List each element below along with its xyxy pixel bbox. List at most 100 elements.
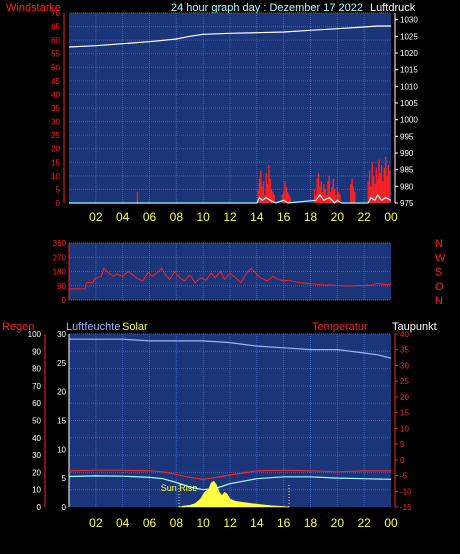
luftfeuchte-tick-label: 0 — [62, 503, 67, 512]
windstaerke-tick-label: 55 — [51, 50, 60, 59]
top-x-tick-label: 00 — [384, 210, 398, 224]
windstaerke-tick-label: 15 — [51, 158, 60, 167]
luftfeuchte-tick-label: 25 — [57, 359, 66, 368]
temperatur-tick-label: -10 — [400, 487, 412, 496]
top-x-tick-label: 08 — [170, 210, 184, 224]
top-x-tick-label: 06 — [143, 210, 157, 224]
wind-direction-tick-label: 180 — [53, 268, 67, 277]
bottom-x-tick-label: 00 — [384, 516, 398, 530]
compass-label: N — [435, 238, 443, 250]
luftdruck-tick-label: 995 — [400, 132, 414, 141]
regen-tick-label: 70 — [32, 382, 41, 391]
windstaerke-tick-label: 40 — [51, 90, 60, 99]
luftdruck-tick-label: 1005 — [400, 99, 418, 108]
temperatur-tick-label: 40 — [400, 330, 409, 339]
regen-tick-label: 20 — [32, 468, 41, 477]
luftdruck-tick-label: 975 — [400, 199, 414, 208]
wind-direction-tick-label: 0 — [62, 296, 67, 305]
windstaerke-tick-label: 70 — [51, 9, 60, 18]
luftfeuchte-tick-label: 30 — [57, 330, 66, 339]
taupunkt-label: Taupunkt — [392, 321, 437, 333]
luftdruck-label: Luftdruck — [370, 2, 416, 14]
windstaerke-tick-label: 35 — [51, 104, 60, 113]
luftfeuchte-line — [69, 338, 392, 359]
temperatur-tick-label: 5 — [400, 440, 405, 449]
luftdruck-tick-label: 1030 — [400, 16, 418, 25]
temperatur-tick-label: 15 — [400, 409, 409, 418]
bottom-x-tick-label: 10 — [196, 516, 210, 530]
temperatur-tick-label: 35 — [400, 346, 409, 355]
top-x-tick-label: 10 — [196, 210, 210, 224]
luftdruck-tick-label: 1010 — [400, 82, 418, 91]
compass-label: S — [435, 267, 442, 279]
temperatur-tick-label: 25 — [400, 377, 409, 386]
luftdruck-line — [68, 25, 391, 48]
luftdruck-tick-label: 1015 — [400, 66, 418, 75]
windstaerke-label: Windstärke — [6, 2, 61, 14]
solar-area — [178, 480, 290, 508]
compass-label: W — [435, 252, 446, 264]
top-x-tick-label: 20 — [331, 210, 345, 224]
temperatur-tick-label: 0 — [400, 456, 405, 465]
regen-tick-label: 40 — [32, 434, 41, 443]
luftfeuchte-label: Luftfeuchte — [66, 321, 120, 333]
temperatur-tick-label: 20 — [400, 393, 409, 402]
regen-tick-label: 100 — [28, 330, 42, 339]
top-x-tick-label: 04 — [116, 210, 130, 224]
regen-tick-label: 30 — [32, 451, 41, 460]
regen-tick-label: 10 — [32, 486, 41, 495]
temperatur-tick-label: 30 — [400, 361, 409, 370]
temperatur-tick-label: -15 — [400, 503, 412, 512]
luftfeuchte-tick-label: 20 — [57, 388, 66, 397]
luftfeuchte-tick-label: 5 — [62, 474, 67, 483]
luftdruck-tick-label: 1020 — [400, 49, 418, 58]
windstaerke-tick-label: 50 — [51, 63, 60, 72]
windstaerke-tick-label: 30 — [51, 118, 60, 127]
temperatur-tick-label: -5 — [400, 472, 408, 481]
top-x-tick-label: 02 — [89, 210, 103, 224]
regen-label: Regen — [2, 321, 34, 333]
luftfeuchte-tick-label: 10 — [57, 445, 66, 454]
wind-direction-tick-label: 270 — [53, 253, 67, 262]
windstaerke-tick-label: 0 — [56, 199, 61, 208]
luftdruck-tick-label: 985 — [400, 166, 414, 175]
top-x-tick-label: 14 — [250, 210, 264, 224]
solar-label: Solar — [122, 321, 148, 333]
windstaerke-tick-label: 20 — [51, 145, 60, 154]
windstaerke-tick-label: 60 — [51, 36, 60, 45]
regen-tick-label: 90 — [32, 347, 41, 356]
regen-tick-label: 60 — [32, 399, 41, 408]
top-x-tick-label: 12 — [223, 210, 237, 224]
graph-title: 24 hour graph day : Dezember 17 2022 — [171, 2, 363, 14]
bottom-x-tick-label: 22 — [357, 516, 371, 530]
compass-label: N — [435, 295, 443, 307]
bottom-x-tick-label: 14 — [250, 516, 264, 530]
bottom-x-tick-label: 04 — [116, 516, 130, 530]
wind-direction-line — [69, 267, 392, 290]
bottom-x-tick-label: 02 — [89, 516, 103, 530]
sun-rise-annotation: Sun Rise — [161, 483, 198, 493]
wind-direction-tick-label: 90 — [57, 282, 66, 291]
wind-line — [69, 193, 392, 204]
bottom-x-tick-label: 20 — [331, 516, 345, 530]
bottom-x-tick-label: 06 — [143, 516, 157, 530]
bottom-x-tick-label: 08 — [170, 516, 184, 530]
wind-direction-tick-label: 360 — [53, 239, 67, 248]
top-x-tick-label: 16 — [277, 210, 291, 224]
windstaerke-tick-label: 65 — [51, 23, 60, 32]
top-x-tick-label: 22 — [357, 210, 371, 224]
luftfeuchte-tick-label: 15 — [57, 417, 66, 426]
windstaerke-tick-label: 5 — [56, 185, 61, 194]
bottom-x-tick-label: 12 — [223, 516, 237, 530]
bottom-x-tick-label: 18 — [304, 516, 318, 530]
windstaerke-tick-label: 10 — [51, 172, 60, 181]
compass-label: O — [435, 281, 444, 293]
top-x-tick-label: 18 — [304, 210, 318, 224]
temperatur-label: Temperatur — [312, 321, 368, 333]
regen-tick-label: 50 — [32, 417, 41, 426]
windstaerke-tick-label: 45 — [51, 77, 60, 86]
bottom-x-tick-label: 16 — [277, 516, 291, 530]
luftdruck-tick-label: 990 — [400, 149, 414, 158]
